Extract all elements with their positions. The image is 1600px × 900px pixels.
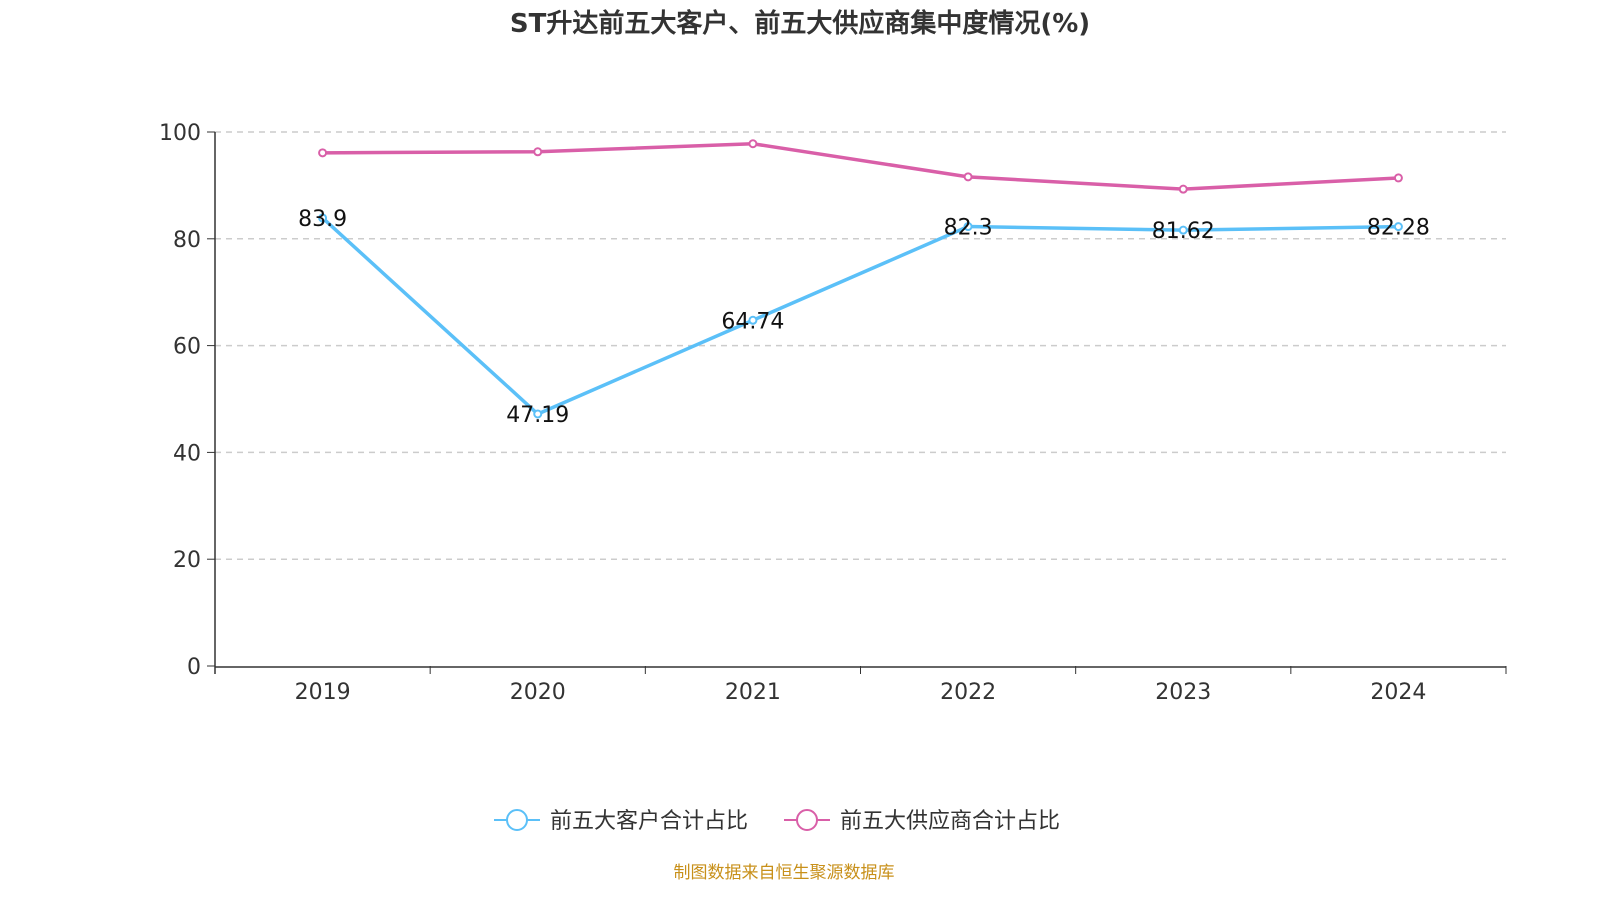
- data-point: [1393, 173, 1403, 183]
- data-point: [748, 315, 758, 325]
- data-point: [533, 409, 543, 419]
- y-tick-label: 100: [159, 121, 201, 146]
- data-point: [1178, 184, 1188, 194]
- chart-title: ST升达前五大客户、前五大供应商集中度情况(%): [510, 8, 1090, 39]
- y-tick-label: 0: [187, 655, 201, 680]
- data-point: [533, 147, 543, 157]
- legend-marker: [796, 809, 818, 831]
- series-line-0: [321, 216, 1399, 417]
- x-tick-label: 2020: [510, 680, 566, 705]
- data-label: 81.62: [1152, 219, 1215, 244]
- y-tick-label: 60: [173, 335, 201, 360]
- data-label: 64.74: [721, 309, 784, 334]
- data-point: [963, 222, 973, 232]
- y-tick-label: 20: [173, 548, 201, 573]
- data-point: [1393, 222, 1403, 232]
- legend-label: 前五大客户合计占比: [550, 809, 748, 834]
- x-tick-label: 2019: [295, 680, 351, 705]
- series-line-1: [322, 141, 1399, 191]
- legend-label: 前五大供应商合计占比: [840, 809, 1060, 834]
- y-tick-label: 40: [173, 441, 201, 466]
- x-tick-label: 2021: [725, 680, 781, 705]
- data-point: [748, 139, 758, 149]
- x-tick-label: 2023: [1155, 680, 1211, 705]
- legend-marker: [506, 809, 528, 831]
- x-tick-label: 2024: [1370, 680, 1426, 705]
- y-tick-label: 80: [173, 228, 201, 253]
- footer-source: 制图数据来自恒生聚源数据库: [674, 863, 895, 883]
- data-label: 82.28: [1367, 216, 1430, 241]
- data-point: [318, 148, 328, 158]
- data-label: 47.19: [506, 403, 569, 428]
- data-point: [963, 172, 973, 182]
- data-point: [1178, 225, 1188, 235]
- x-tick-label: 2022: [940, 680, 996, 705]
- data-label: 83.9: [298, 207, 347, 232]
- data-label: 82.3: [944, 216, 993, 241]
- data-point: [318, 213, 328, 223]
